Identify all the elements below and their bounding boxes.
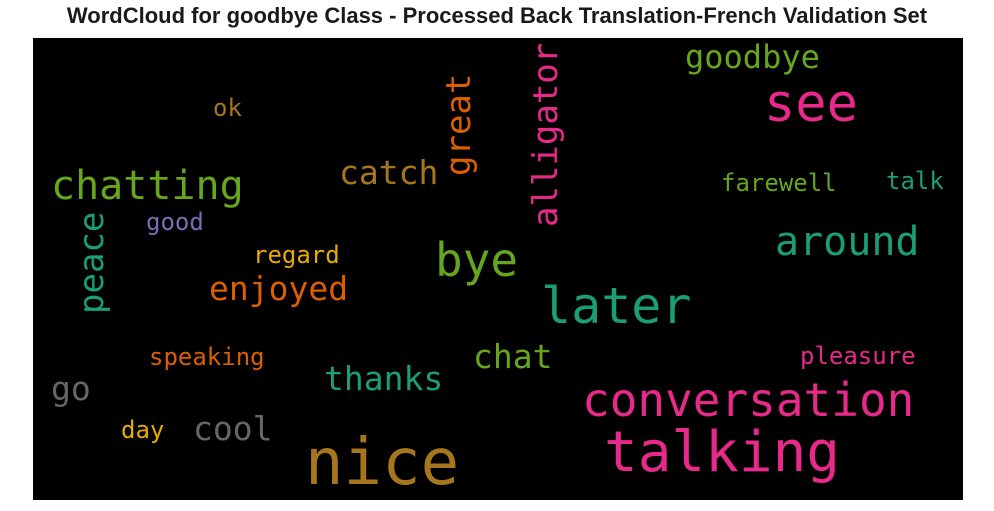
word-around: around: [775, 219, 920, 265]
word-thanks: thanks: [324, 359, 444, 398]
word-chat: chat: [473, 337, 553, 376]
word-regard: regard: [253, 241, 340, 269]
word-talk: talk: [886, 167, 944, 195]
word-later: later: [541, 277, 692, 335]
word-farewell: farewell: [721, 169, 837, 197]
word-cool: cool: [193, 409, 273, 448]
word-enjoyed: enjoyed: [209, 269, 349, 308]
word-cloud: nice talking conversation later see bye …: [33, 38, 963, 500]
word-conversation: conversation: [582, 373, 915, 427]
word-talking: talking: [604, 420, 841, 485]
word-ok: ok: [213, 94, 242, 122]
figure-title: WordCloud for goodbye Class - Processed …: [66, 3, 928, 28]
word-good: good: [146, 208, 204, 236]
word-goodbye: goodbye: [685, 38, 820, 76]
word-pleasure: pleasure: [800, 342, 916, 370]
word-day: day: [121, 416, 165, 444]
word-peace: peace: [72, 211, 112, 314]
word-great: great: [439, 73, 479, 176]
word-alligator: alligator: [526, 42, 566, 227]
word-go: go: [51, 369, 91, 408]
word-chatting: chatting: [51, 163, 244, 209]
word-speaking: speaking: [149, 343, 265, 371]
word-see: see: [764, 74, 858, 134]
word-bye: bye: [435, 233, 519, 287]
word-nice: nice: [305, 426, 460, 500]
word-catch: catch: [339, 153, 439, 192]
